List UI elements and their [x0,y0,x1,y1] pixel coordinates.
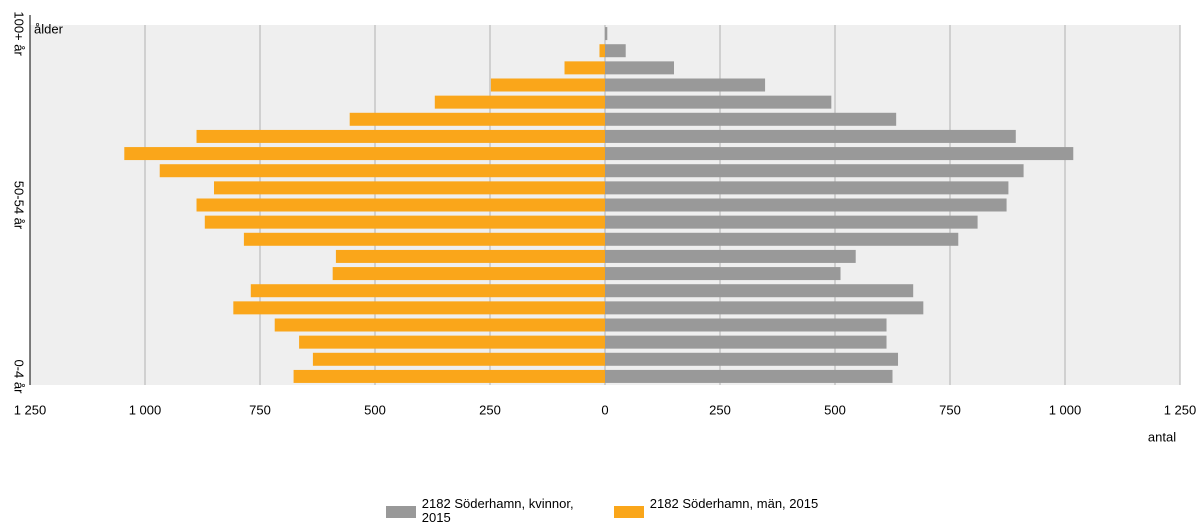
bar [293,369,605,383]
bar [605,335,887,349]
bar [605,215,978,229]
bar [299,335,605,349]
bar [605,44,626,58]
bar [434,95,605,109]
x-tick-label: 1 250 [1164,402,1197,417]
y-tick-label: 100+ år [12,11,27,56]
x-tick-label: 1 250 [14,402,47,417]
bar [605,318,887,332]
bar [605,112,897,126]
legend-item: 2182 Söderhamn, män, 2015 [613,496,819,525]
bar [204,215,606,229]
bar [605,129,1016,143]
bar [312,352,605,366]
bar [159,164,605,178]
bar [605,284,914,298]
bar [332,267,605,281]
x-tick-label: 1 000 [1049,402,1082,417]
legend-swatch [613,506,644,518]
y-tick-label: 0-4 år [12,359,27,394]
bar [196,198,605,212]
bar [605,147,1074,161]
bar [196,129,605,143]
x-tick-label: 0 [601,402,608,417]
bar [214,181,605,195]
bar [605,164,1024,178]
bar [233,301,605,315]
bar [274,318,605,332]
y-axis-label: ålder [34,21,64,36]
x-tick-label: 250 [709,402,731,417]
legend-label: 2182 Söderhamn, kvinnor, 2015 [421,496,574,525]
legend-swatch [385,506,416,518]
bar [605,95,832,109]
bar [124,147,606,161]
legend: 2182 Söderhamn, kvinnor, 2015 2182 Söderh… [0,497,1204,525]
x-tick-label: 750 [939,402,961,417]
bar [605,198,1007,212]
x-tick-label: 750 [249,402,271,417]
bar [605,267,841,281]
bar [605,249,856,263]
bar [605,61,674,75]
bar [605,78,766,92]
bar [605,27,608,41]
bar [605,301,924,315]
bar [605,369,893,383]
x-tick-label: 250 [479,402,501,417]
bar [243,232,605,246]
bar [605,181,1009,195]
bar [605,232,959,246]
legend-item: 2182 Söderhamn, kvinnor, 2015 [385,496,602,525]
x-axis-label: antal [1148,429,1176,444]
bar [250,284,606,298]
y-tick-label: 50-54 år [12,181,27,230]
x-tick-label: 1 000 [129,402,162,417]
bar [335,249,605,263]
x-tick-label: 500 [364,402,386,417]
bar [564,61,605,75]
bar [349,112,605,126]
legend-label: 2182 Söderhamn, män, 2015 [649,496,819,511]
bar [490,78,605,92]
bar [599,44,605,58]
x-tick-label: 500 [824,402,846,417]
bar [605,352,899,366]
